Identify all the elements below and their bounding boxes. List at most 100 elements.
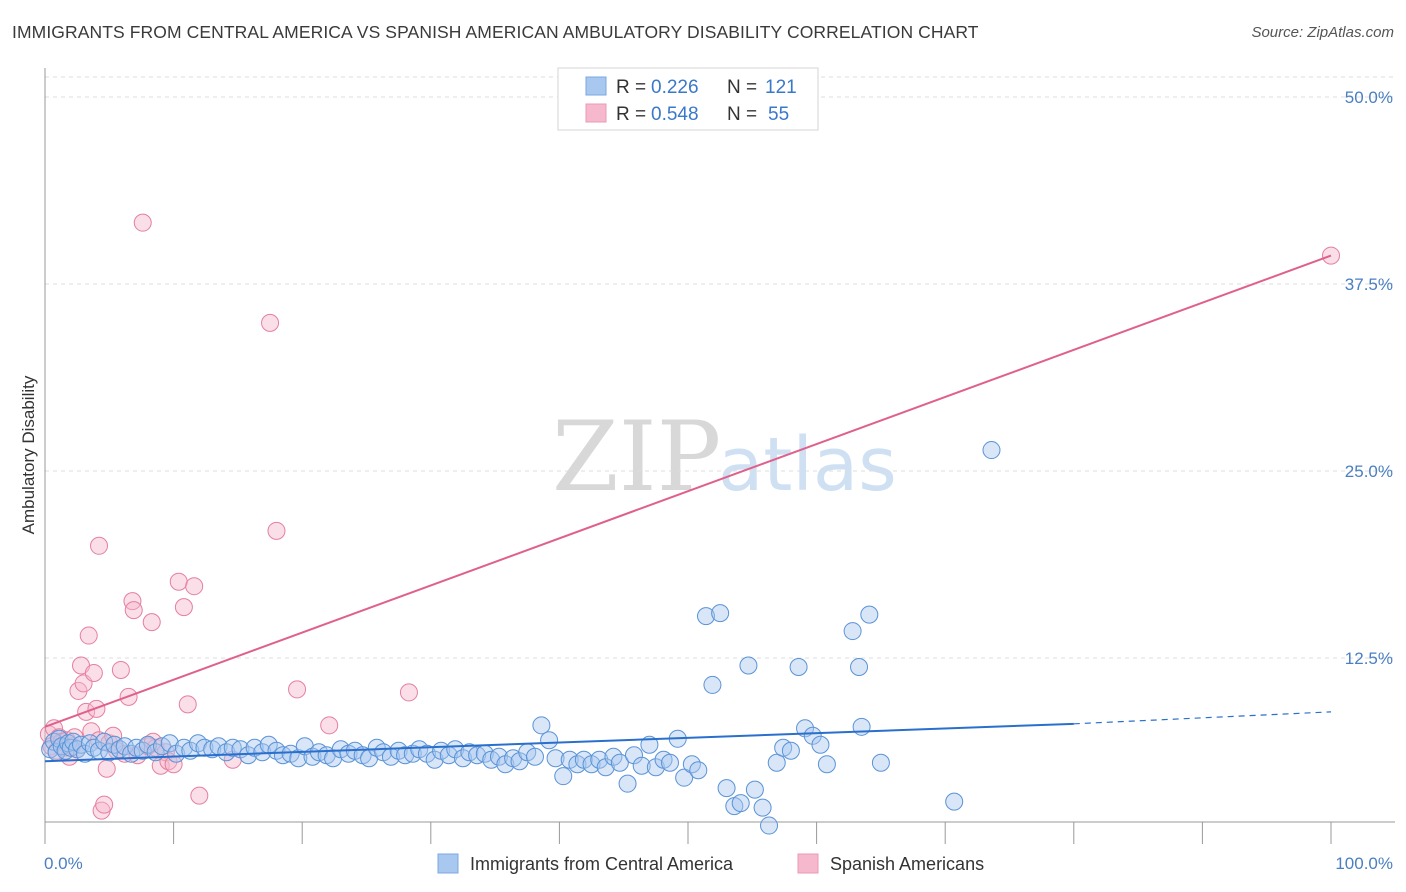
- point-spanish-americans: [142, 613, 161, 632]
- grid-lines: [45, 76, 1395, 659]
- point-immigrants-central-america: [610, 753, 629, 772]
- point-immigrants-central-america: [850, 657, 869, 676]
- point-spanish-americans: [178, 695, 197, 714]
- point-spanish-americans: [90, 536, 109, 555]
- point-immigrants-central-america: [689, 761, 708, 780]
- point-immigrants-central-america: [596, 758, 615, 777]
- point-spanish-americans: [97, 759, 116, 778]
- point-immigrants-central-america: [56, 741, 75, 760]
- tick-labels: 12.5% 25.0% 37.5% 50.0% 0.0% 100.0%: [44, 88, 1393, 873]
- point-immigrants-central-america: [640, 735, 659, 754]
- point-immigrants-central-america: [731, 794, 750, 813]
- point-spanish-americans: [267, 521, 286, 540]
- point-immigrants-central-america: [753, 798, 772, 817]
- point-immigrants-central-america: [554, 767, 573, 786]
- watermark-atlas: atlas: [718, 422, 897, 508]
- point-immigrants-central-america: [703, 675, 722, 694]
- point-immigrants-central-america: [138, 735, 157, 754]
- trend-lines: [44, 254, 1332, 763]
- point-spanish-americans: [123, 592, 142, 611]
- point-immigrants-central-america: [852, 717, 871, 736]
- point-immigrants-central-america: [267, 741, 286, 760]
- point-spanish-americans: [111, 660, 130, 679]
- series-spanish-americans: [39, 213, 1340, 820]
- point-immigrants-central-america: [618, 774, 637, 793]
- point-spanish-americans: [84, 663, 103, 682]
- point-immigrants-central-america: [660, 753, 679, 772]
- point-spanish-americans: [79, 626, 98, 645]
- point-immigrants-central-america: [389, 741, 408, 760]
- trend-line-immigrants: [44, 722, 1074, 763]
- point-immigrants-central-america: [367, 738, 386, 757]
- source-note: Source: ZipAtlas.com: [1251, 24, 1394, 41]
- y-tick-label: 50.0%: [1345, 88, 1393, 107]
- point-immigrants-central-america: [945, 792, 964, 811]
- point-immigrants-central-america: [403, 744, 422, 763]
- stats-r-value-1: 0.226: [651, 77, 699, 98]
- point-immigrants-central-america: [803, 726, 822, 745]
- point-spanish-americans: [124, 601, 143, 620]
- watermark: ZIP atlas: [552, 401, 897, 513]
- point-spanish-americans: [190, 786, 209, 805]
- point-immigrants-central-america: [160, 734, 179, 753]
- legend-swatch-pink: [797, 853, 819, 874]
- x-tick-label: 0.0%: [44, 854, 83, 873]
- point-spanish-americans: [185, 577, 204, 596]
- y-tick-label: 37.5%: [1345, 275, 1393, 294]
- point-immigrants-central-america: [446, 740, 465, 759]
- legend-label-pink: Spanish Americans: [830, 854, 984, 874]
- point-immigrants-central-america: [273, 746, 292, 765]
- point-spanish-americans: [261, 313, 280, 332]
- point-immigrants-central-america: [871, 753, 890, 772]
- stats-n-label-2: N =: [727, 104, 757, 125]
- point-immigrants-central-america: [817, 755, 836, 774]
- chart-title: IMMIGRANTS FROM CENTRAL AMERICA VS SPANI…: [12, 22, 979, 42]
- point-immigrants-central-america: [860, 605, 879, 624]
- stats-swatch-blue: [585, 76, 607, 96]
- point-immigrants-central-america: [239, 746, 258, 765]
- legend-swatch-blue: [437, 853, 459, 874]
- point-immigrants-central-america: [646, 758, 665, 777]
- point-immigrants-central-america: [217, 743, 236, 762]
- point-spanish-americans: [133, 213, 152, 232]
- point-immigrants-central-america: [767, 753, 786, 772]
- x-tick-label: 100.0%: [1335, 854, 1393, 873]
- point-immigrants-central-america: [133, 741, 152, 760]
- point-immigrants-central-america: [811, 735, 830, 754]
- stats-r-label-2: R =: [616, 104, 646, 125]
- stats-legend: R = 0.226 N = 121 R = 0.548 N = 55: [557, 67, 819, 131]
- point-immigrants-central-america: [489, 747, 508, 766]
- point-immigrants-central-america: [95, 732, 114, 751]
- stats-n-label-1: N =: [727, 77, 757, 98]
- point-immigrants-central-america: [717, 779, 736, 798]
- legend-label-blue: Immigrants from Central America: [470, 854, 734, 874]
- point-immigrants-central-america: [745, 780, 764, 799]
- watermark-zip: ZIP: [552, 401, 721, 513]
- axes: [44, 68, 1395, 844]
- point-spanish-americans: [288, 680, 307, 699]
- point-immigrants-central-america: [711, 604, 730, 623]
- point-immigrants-central-america: [632, 756, 651, 775]
- point-immigrants-central-america: [624, 746, 643, 765]
- point-spanish-americans: [399, 683, 418, 702]
- y-axis-label: Ambulatory Disability: [19, 375, 38, 534]
- stats-r-label-1: R =: [616, 77, 646, 98]
- point-immigrants-central-america: [568, 755, 587, 774]
- series-immigrants-central-america: [41, 441, 1001, 835]
- point-immigrants-central-america: [675, 768, 694, 787]
- point-spanish-americans: [95, 795, 114, 814]
- point-immigrants-central-america: [223, 738, 242, 757]
- point-immigrants-central-america: [781, 741, 800, 760]
- point-spanish-americans: [320, 716, 339, 735]
- point-spanish-americans: [174, 598, 193, 617]
- trend-line-immigrants-extension: [1073, 711, 1332, 725]
- point-immigrants-central-america: [468, 746, 487, 765]
- y-tick-label: 12.5%: [1345, 649, 1393, 668]
- stats-n-value-2: 55: [768, 104, 789, 125]
- point-immigrants-central-america: [982, 441, 1001, 460]
- stats-r-value-2: 0.548: [651, 104, 699, 125]
- point-immigrants-central-america: [289, 749, 308, 768]
- point-spanish-americans: [169, 572, 188, 591]
- point-immigrants-central-america: [760, 816, 779, 835]
